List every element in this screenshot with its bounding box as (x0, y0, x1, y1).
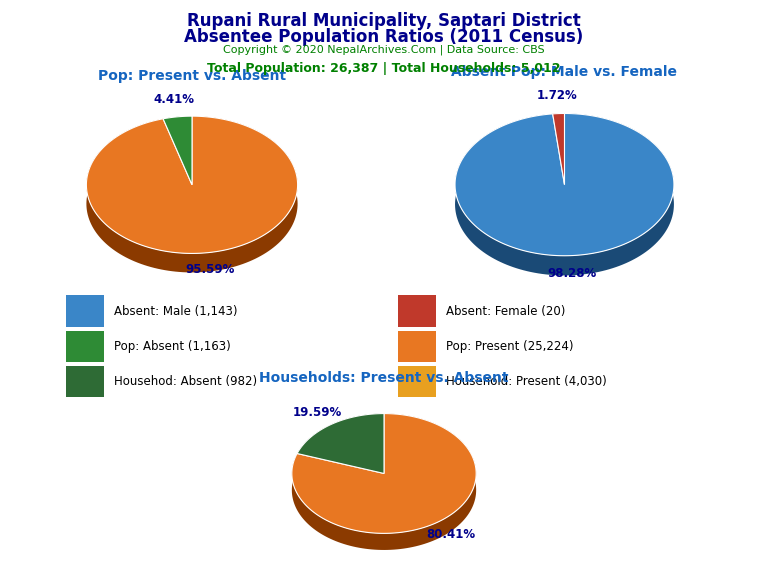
Polygon shape (163, 116, 192, 185)
FancyBboxPatch shape (398, 295, 436, 327)
FancyBboxPatch shape (66, 295, 104, 327)
Title: Pop: Present vs. Absent: Pop: Present vs. Absent (98, 69, 286, 84)
Text: Household: Present (4,030): Household: Present (4,030) (446, 375, 607, 388)
Polygon shape (87, 116, 297, 253)
Polygon shape (297, 414, 384, 473)
FancyBboxPatch shape (398, 331, 436, 362)
Text: Pop: Absent (1,163): Pop: Absent (1,163) (114, 340, 231, 353)
Polygon shape (297, 414, 384, 470)
Title: Absent Pop: Male vs. Female: Absent Pop: Male vs. Female (452, 66, 677, 79)
Text: Pop: Present (25,224): Pop: Present (25,224) (446, 340, 574, 353)
FancyBboxPatch shape (398, 366, 436, 397)
Text: 80.41%: 80.41% (426, 528, 475, 541)
Polygon shape (455, 113, 674, 256)
Text: 1.72%: 1.72% (537, 89, 578, 103)
Polygon shape (553, 113, 564, 184)
Text: Copyright © 2020 NepalArchives.Com | Data Source: CBS: Copyright © 2020 NepalArchives.Com | Dat… (223, 45, 545, 55)
Polygon shape (292, 414, 476, 533)
Title: Households: Present vs. Absent: Households: Present vs. Absent (260, 371, 508, 385)
Text: 95.59%: 95.59% (186, 263, 235, 276)
FancyBboxPatch shape (66, 331, 104, 362)
Text: Total Population: 26,387 | Total Households: 5,012: Total Population: 26,387 | Total Househo… (207, 62, 561, 75)
Text: Rupani Rural Municipality, Saptari District: Rupani Rural Municipality, Saptari Distr… (187, 12, 581, 29)
FancyBboxPatch shape (66, 366, 104, 397)
Polygon shape (163, 116, 192, 138)
Text: Absent: Male (1,143): Absent: Male (1,143) (114, 305, 238, 317)
Text: Absent: Female (20): Absent: Female (20) (446, 305, 565, 317)
Text: Househod: Absent (982): Househod: Absent (982) (114, 375, 257, 388)
Polygon shape (553, 113, 564, 134)
Polygon shape (87, 116, 297, 272)
Polygon shape (455, 113, 674, 275)
Text: 4.41%: 4.41% (154, 93, 194, 107)
Text: 19.59%: 19.59% (293, 406, 342, 419)
Text: 98.28%: 98.28% (548, 267, 597, 280)
Text: Absentee Population Ratios (2011 Census): Absentee Population Ratios (2011 Census) (184, 28, 584, 46)
Polygon shape (292, 414, 476, 550)
